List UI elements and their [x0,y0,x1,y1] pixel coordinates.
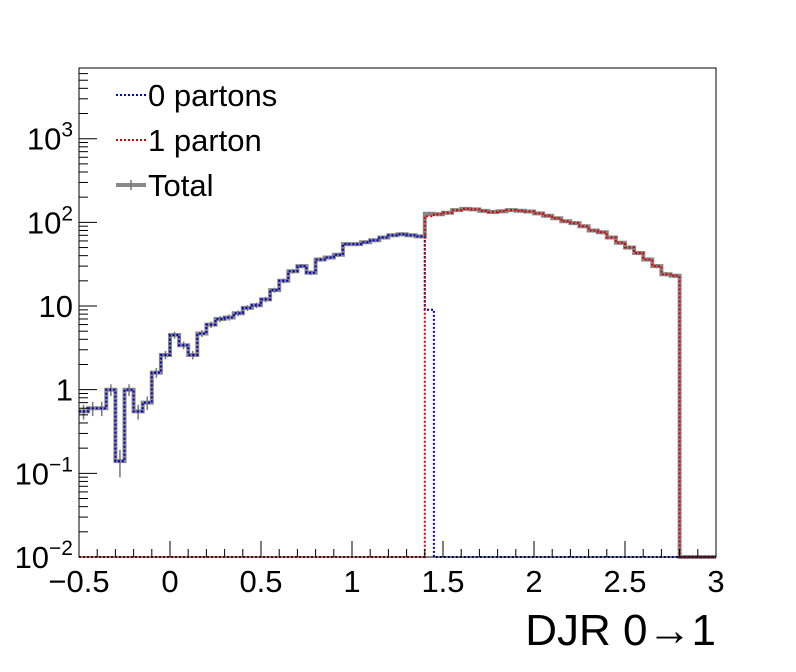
x-tick-label: 2.5 [603,564,646,599]
legend-label: 0 partons [148,78,277,113]
y-tick-base: 10 [15,456,49,491]
x-tick-label: 2 [525,564,542,599]
y-tick-label: 10−1 [15,453,73,491]
x-tick-label: 0.5 [239,564,282,599]
x-tick-label: 1 [343,564,360,599]
y-tick-exponent: −2 [49,537,73,560]
x-tick-label: 1.5 [421,564,464,599]
legend-label: Total [148,168,213,203]
x-tick-label: 0 [161,564,178,599]
x-axis-label: DJR 0→1 [525,606,716,655]
x-tick-label: −0.5 [48,564,109,599]
y-tick-exponent: 3 [61,119,73,142]
legend-label: 1 parton [148,123,262,158]
y-tick-label: 102 [27,202,73,240]
x-tick-label: 3 [707,564,724,599]
y-tick-exponent: −1 [49,453,73,476]
y-tick-label: 10−2 [15,537,73,575]
y-tick-label: 10 [39,289,73,324]
plot-frame [78,67,717,558]
y-tick-base: 10 [27,205,61,240]
ticks-layer [78,67,717,558]
legend-item: 0 partons [116,78,277,113]
y-tick-base: 10 [27,122,61,157]
y-tick-label: 1 [56,373,73,408]
y-tick-base: 10 [15,540,49,575]
legend: 0 partons 1 parton Total [116,78,277,203]
legend-item: Total [116,168,213,203]
legend-item: 1 parton [116,123,262,158]
y-tick-exponent: 2 [61,202,73,225]
y-tick-label: 103 [27,119,73,157]
